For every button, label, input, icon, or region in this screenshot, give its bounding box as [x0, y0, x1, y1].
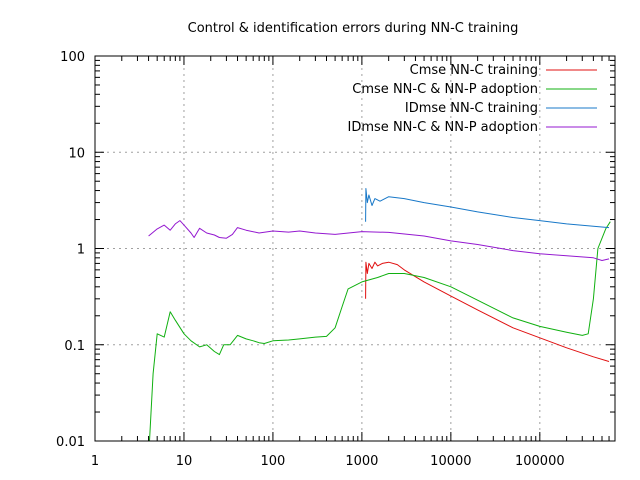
legend-label-2: Cmse NN-C & NN-P adoption: [352, 82, 538, 97]
series-line-3: [365, 188, 610, 229]
series-line-4: [148, 220, 610, 261]
y-tick-label: 1: [77, 243, 85, 258]
x-tick-label: 10000: [430, 454, 471, 469]
grid: [95, 56, 615, 441]
series-line-2: [149, 221, 611, 442]
y-tick-label: 100: [60, 50, 85, 65]
legend: Cmse NN-C training Cmse NN-C & NN-P adopt…: [348, 63, 597, 135]
axis-ticks: 0.01 0.1 1 10 100 1 10 100 1000 10000 100000: [56, 50, 615, 469]
x-tick-label: 100: [261, 454, 286, 469]
series-layer: [148, 188, 611, 442]
chart-title: Control & identification errors during N…: [188, 21, 519, 36]
y-tick-label: 0.1: [64, 339, 85, 354]
x-tick-label: 1000: [345, 454, 378, 469]
series-line-1: [365, 261, 610, 362]
x-tick-label: 10: [176, 454, 193, 469]
x-tick-label: 1: [91, 454, 99, 469]
x-tick-label: 100000: [515, 454, 565, 469]
y-tick-label: 10: [68, 146, 85, 161]
legend-label-1: Cmse NN-C training: [410, 63, 538, 78]
legend-label-3: IDmse NN-C training: [405, 101, 538, 116]
y-tick-label: 0.01: [56, 435, 85, 450]
legend-label-4: IDmse NN-C & NN-P adoption: [348, 120, 538, 135]
